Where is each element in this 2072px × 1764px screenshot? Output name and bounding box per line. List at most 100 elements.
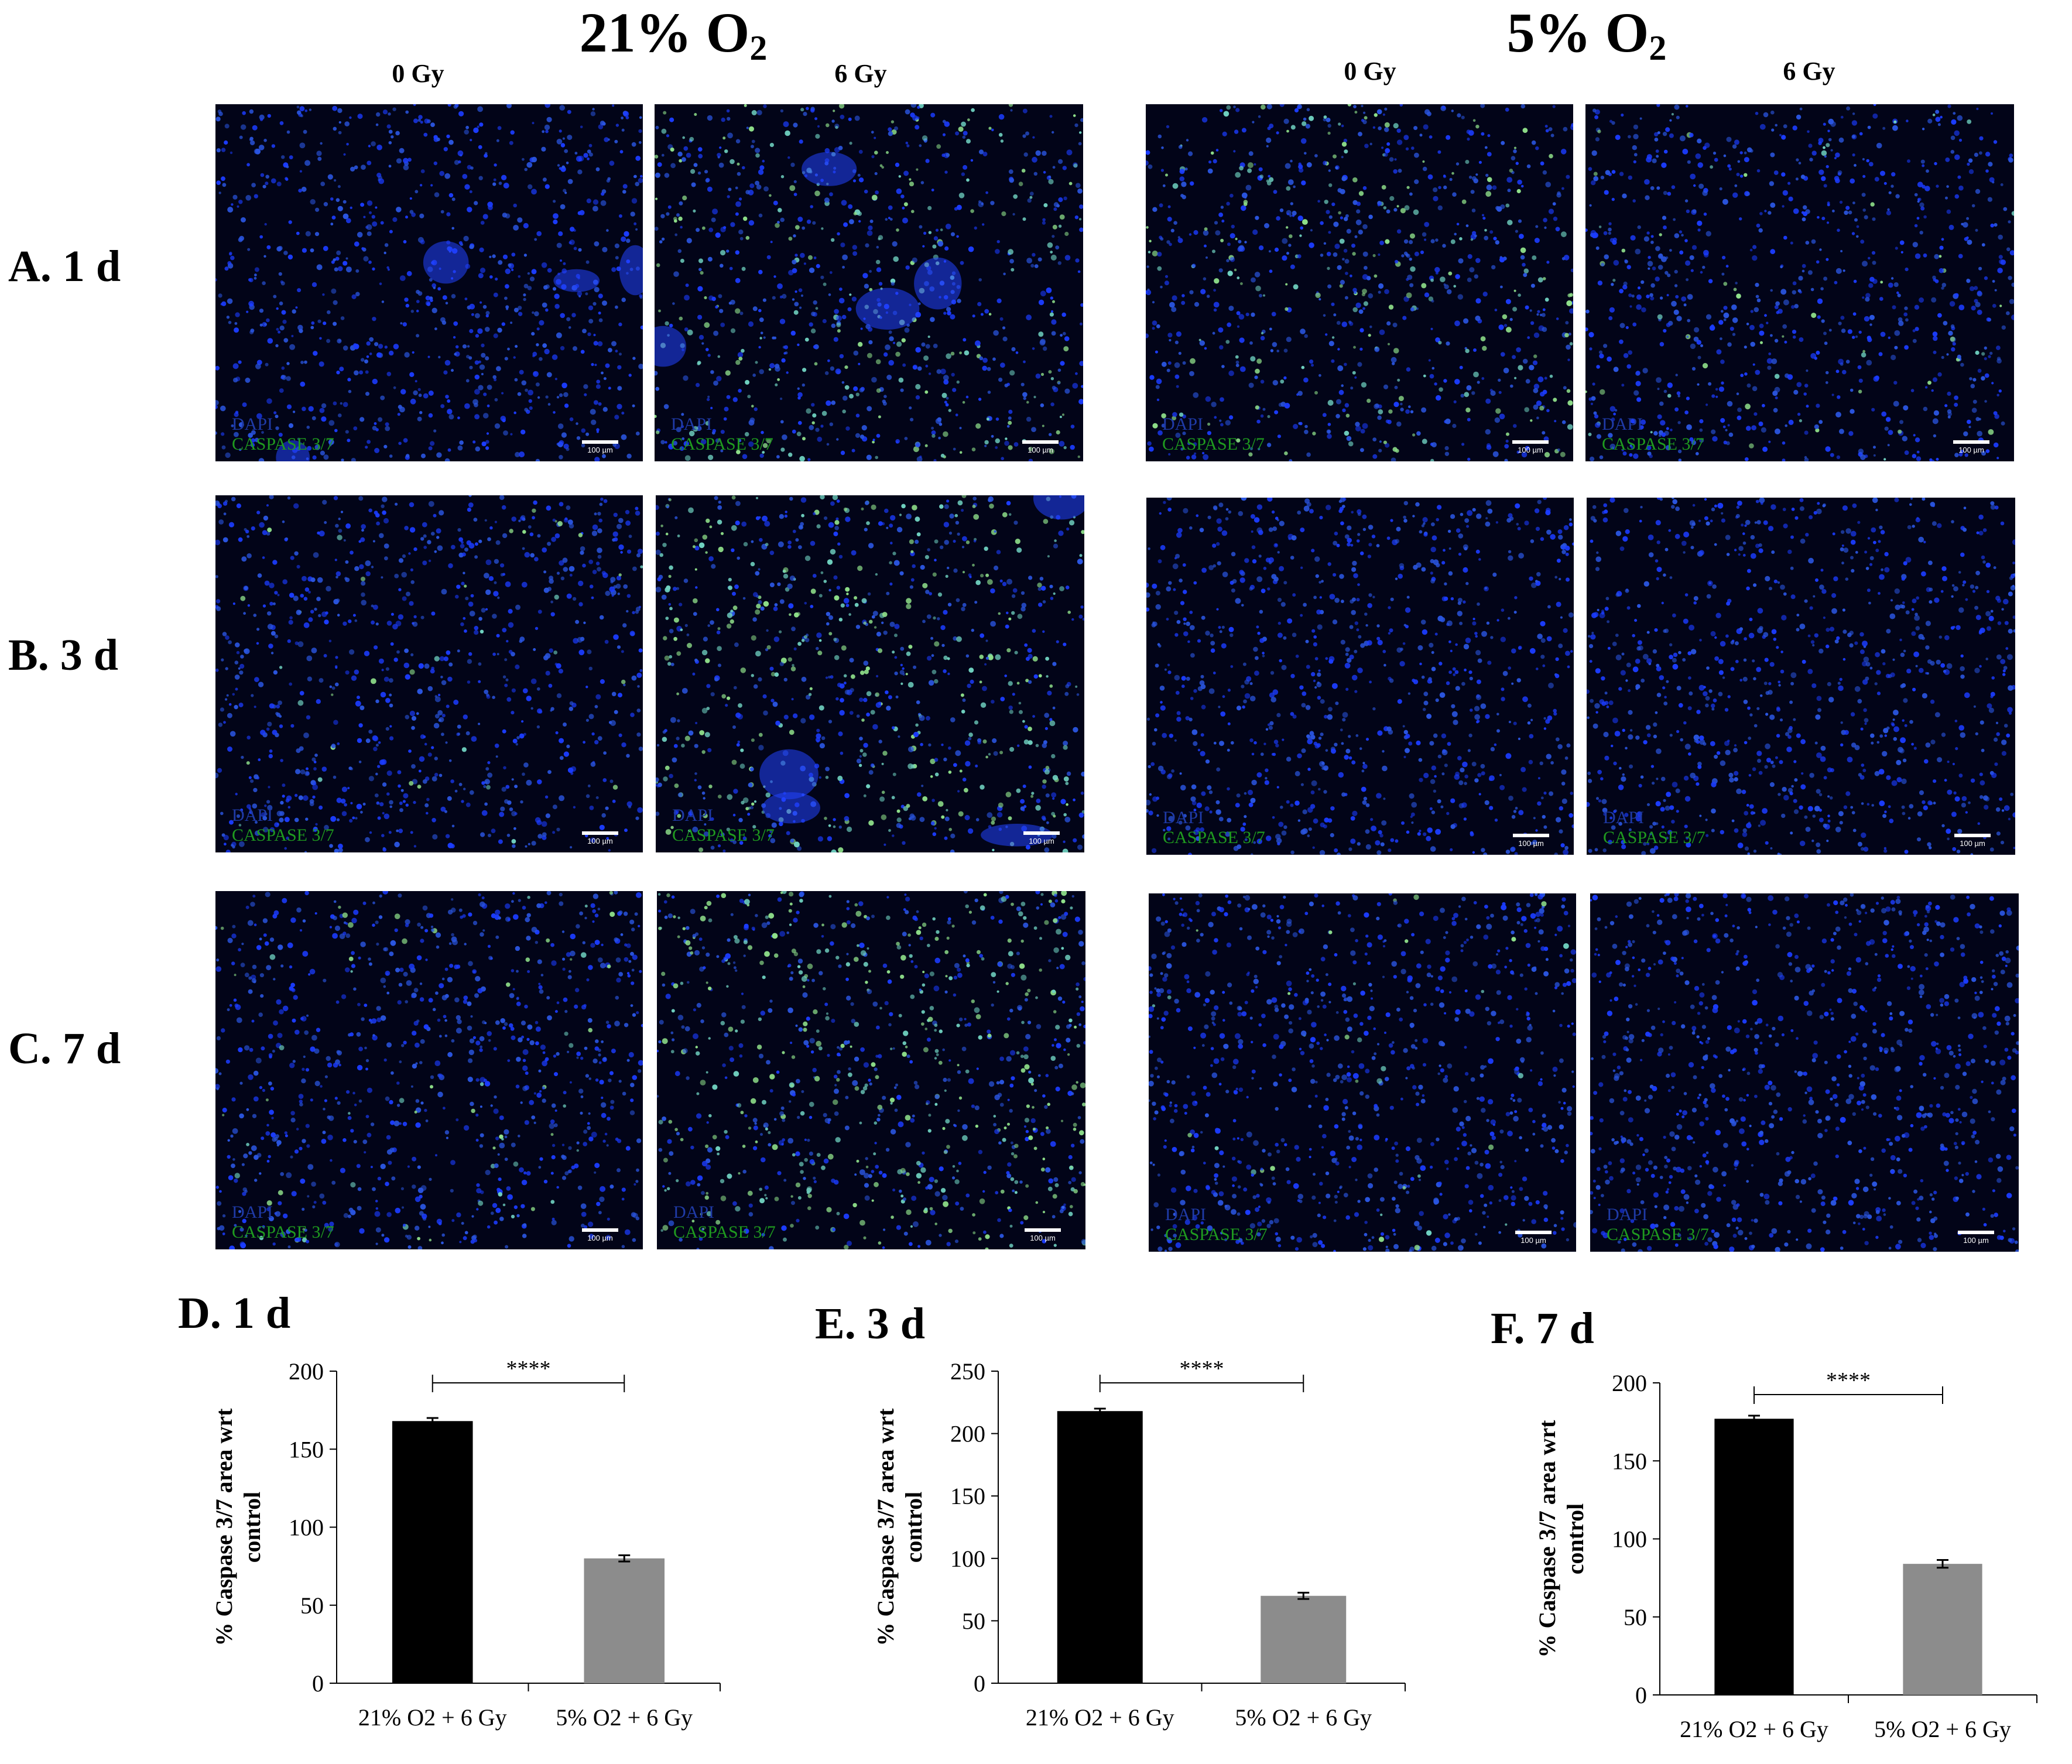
scale-bar: 100 µm xyxy=(1945,440,1998,454)
condition-title-21: 21% O2 xyxy=(579,1,768,67)
y-tick-label: 0 xyxy=(974,1670,985,1697)
scale-bar-label: 100 µm xyxy=(1960,839,1985,848)
y-tick-label: 250 xyxy=(950,1358,985,1385)
dapi-label: DAPI xyxy=(1602,415,1643,434)
y-axis-label: % Caspase 3/7 area wrtcontrol xyxy=(211,1408,265,1646)
row-label-1d: A. 1 d xyxy=(8,242,121,291)
micrograph-row0-cond1-dose1: DAPI CASPASE 3/7 100 µm xyxy=(1585,104,2014,461)
micrograph-image xyxy=(1590,893,2019,1252)
micrograph-row1-cond1-dose0: DAPI CASPASE 3/7 100 µm xyxy=(1146,498,1574,855)
row-label-7d: C. 7 d xyxy=(8,1024,121,1073)
scale-bar-label: 100 µm xyxy=(587,1234,613,1242)
scale-bar: 100 µm xyxy=(574,1228,626,1242)
y-tick-label: 200 xyxy=(950,1421,985,1447)
y-tick-label: 0 xyxy=(1635,1682,1647,1708)
scale-bar-line xyxy=(1953,440,1989,444)
micrograph-image xyxy=(657,891,1085,1249)
y-tick-label: 0 xyxy=(312,1670,324,1697)
dapi-label: DAPI xyxy=(1165,1205,1207,1224)
significance-label: **** xyxy=(1826,1368,1871,1393)
stain-legend: DAPI CASPASE 3/7 xyxy=(671,415,773,454)
stain-legend: DAPI CASPASE 3/7 xyxy=(232,806,334,845)
micrograph-row2-cond1-dose0: DAPI CASPASE 3/7 100 µm xyxy=(1149,893,1576,1252)
y-tick-label: 50 xyxy=(1624,1604,1647,1631)
y-axis-label-line1: % Caspase 3/7 area wrt xyxy=(872,1408,899,1646)
scale-bar: 100 µm xyxy=(1504,440,1557,454)
scale-bar-line xyxy=(1958,1231,1994,1234)
stain-legend: DAPI CASPASE 3/7 xyxy=(1165,1205,1268,1245)
scale-bar: 100 µm xyxy=(1946,834,1999,848)
condition-title-5: 5% O2 xyxy=(1506,1,1667,67)
bar-1 xyxy=(1261,1595,1347,1683)
row-label-3d: B. 3 d xyxy=(8,631,118,680)
micrograph-image xyxy=(656,495,1084,852)
category-label-0: 21% O2 + 6 Gy xyxy=(1680,1716,1828,1742)
scale-bar-line xyxy=(582,831,618,835)
micrograph-image xyxy=(1146,498,1574,855)
caspase-label: CASPASE 3/7 xyxy=(1602,434,1704,454)
stain-legend: DAPI CASPASE 3/7 xyxy=(1162,415,1265,454)
bar-1 xyxy=(584,1558,665,1683)
scale-bar-label: 100 µm xyxy=(1963,1236,1989,1245)
category-label-0: 21% O2 + 6 Gy xyxy=(358,1704,507,1731)
dapi-label: DAPI xyxy=(232,415,273,434)
bar-chart-3d: 0 50 100 150 200 250 % Caspase 3/7 area wrtcon… xyxy=(872,1357,1406,1731)
caspase-label: CASPASE 3/7 xyxy=(232,826,334,845)
micrograph-image xyxy=(1587,498,2015,855)
y-tick-label: 200 xyxy=(289,1358,324,1385)
bar-chart-7d: 0 50 100 150 200 % Caspase 3/7 area wrtcontro… xyxy=(1534,1368,2037,1742)
micrograph-image xyxy=(1149,893,1576,1252)
caspase-label: CASPASE 3/7 xyxy=(1163,828,1265,847)
scale-bar-line xyxy=(1513,834,1549,837)
y-axis-label-line2: control xyxy=(900,1492,927,1563)
caspase-label: CASPASE 3/7 xyxy=(673,1222,776,1242)
stain-legend: DAPI CASPASE 3/7 xyxy=(672,806,775,845)
micrograph-row1-cond1-dose1: DAPI CASPASE 3/7 100 µm xyxy=(1587,498,2015,855)
scale-bar: 100 µm xyxy=(1015,831,1068,845)
significance-label: **** xyxy=(1180,1357,1224,1381)
category-label-1: 5% O2 + 6 Gy xyxy=(556,1704,693,1731)
y-tick-label: 150 xyxy=(1612,1448,1647,1474)
stain-legend: DAPI CASPASE 3/7 xyxy=(232,415,334,454)
y-tick-label: 200 xyxy=(1612,1370,1647,1396)
bar-0 xyxy=(1057,1411,1143,1683)
category-label-0: 21% O2 + 6 Gy xyxy=(1026,1704,1174,1731)
y-tick-label: 100 xyxy=(1612,1526,1647,1553)
dapi-label: DAPI xyxy=(232,806,273,825)
scale-bar: 100 µm xyxy=(1016,1228,1069,1242)
bar-0 xyxy=(392,1421,473,1683)
bar-1 xyxy=(1903,1564,1982,1695)
dapi-label: DAPI xyxy=(1163,808,1204,827)
scale-bar-line xyxy=(1022,440,1059,444)
dapi-label: DAPI xyxy=(673,1203,715,1222)
y-axis-label-line2: control xyxy=(1562,1503,1588,1574)
scale-bar-label: 100 µm xyxy=(1958,446,1984,454)
y-tick-label: 50 xyxy=(962,1608,985,1634)
caspase-label: CASPASE 3/7 xyxy=(672,826,775,845)
stain-legend: DAPI CASPASE 3/7 xyxy=(232,1203,334,1242)
dose-label-5-0gy: 0 Gy xyxy=(1344,57,1396,85)
micrograph-image xyxy=(655,104,1083,461)
scale-bar: 100 µm xyxy=(574,440,626,454)
micrograph-image xyxy=(215,495,643,852)
scale-bar-line xyxy=(1954,834,1991,837)
chart-title-e: E. 3 d xyxy=(815,1299,925,1348)
micrograph-row0-cond1-dose0: DAPI CASPASE 3/7 100 µm xyxy=(1146,104,1573,461)
y-axis-label-line2: control xyxy=(239,1492,265,1563)
dose-label-5-6gy: 6 Gy xyxy=(1783,57,1835,85)
y-tick-label: 100 xyxy=(289,1515,324,1541)
stain-legend: DAPI CASPASE 3/7 xyxy=(1163,808,1265,848)
y-axis-label-line1: % Caspase 3/7 area wrt xyxy=(1534,1420,1560,1658)
scale-bar-line xyxy=(582,1228,618,1232)
caspase-label: CASPASE 3/7 xyxy=(232,434,334,454)
micrograph-row2-cond1-dose1: DAPI CASPASE 3/7 100 µm xyxy=(1590,893,2019,1252)
stain-legend: DAPI CASPASE 3/7 xyxy=(1602,415,1704,454)
y-axis-label: % Caspase 3/7 area wrtcontrol xyxy=(872,1408,927,1646)
scale-bar-label: 100 µm xyxy=(1518,839,1544,848)
micrograph-image xyxy=(215,104,643,461)
scale-bar-line xyxy=(1515,1231,1552,1234)
scale-bar: 100 µm xyxy=(1014,440,1067,454)
scale-bar-label: 100 µm xyxy=(1520,1236,1546,1245)
caspase-label: CASPASE 3/7 xyxy=(671,434,773,454)
bar-0 xyxy=(1714,1419,1794,1695)
